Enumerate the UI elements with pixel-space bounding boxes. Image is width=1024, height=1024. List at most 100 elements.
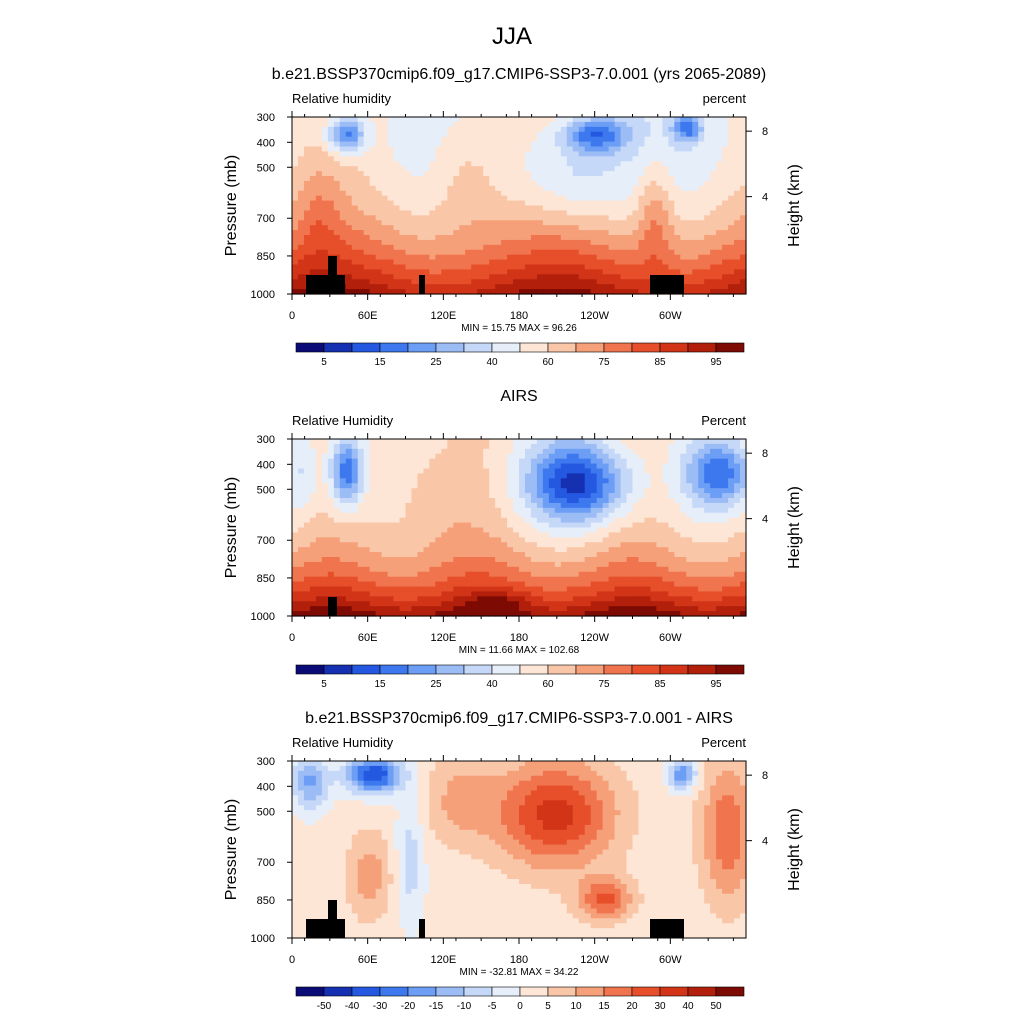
field-cell xyxy=(692,205,699,212)
field-cell xyxy=(566,121,574,128)
field-cell xyxy=(489,161,496,167)
field-cell xyxy=(435,185,442,192)
field-cell xyxy=(351,483,359,489)
field-cell xyxy=(315,269,323,275)
field-cell xyxy=(674,463,681,470)
field-cell xyxy=(357,493,365,499)
field-cell xyxy=(375,463,383,470)
field-cell xyxy=(471,498,478,504)
field-cell xyxy=(423,195,430,202)
field-cell xyxy=(560,239,568,246)
field-cell xyxy=(477,230,484,236)
x-tick-label: 120E xyxy=(430,310,456,322)
field-cell xyxy=(662,239,669,246)
field-cell xyxy=(656,210,663,216)
field-cell xyxy=(369,468,377,475)
field-cell xyxy=(548,131,556,138)
field-cell xyxy=(363,274,371,280)
field-cell xyxy=(363,126,371,133)
colorbar-swatch xyxy=(295,342,325,353)
field-cell xyxy=(596,498,604,504)
field-cell xyxy=(345,195,353,202)
field-cell xyxy=(554,478,562,484)
field-cell xyxy=(417,512,425,519)
field-cell xyxy=(542,264,550,271)
field-cell xyxy=(668,166,675,172)
field-cell xyxy=(471,190,478,197)
field-cell xyxy=(303,215,311,221)
field-cell xyxy=(596,176,604,182)
field-cell xyxy=(519,493,526,499)
field-cell xyxy=(572,439,580,445)
field-cell xyxy=(638,215,646,221)
field-cell xyxy=(381,136,389,143)
field-cell xyxy=(405,566,413,573)
field-cell xyxy=(584,161,592,167)
field-cell xyxy=(692,225,699,231)
field-cell xyxy=(602,230,610,236)
field-cell xyxy=(393,269,401,275)
field-cell xyxy=(453,151,460,157)
field-cell xyxy=(411,532,419,538)
field-cell xyxy=(572,244,580,251)
field-cell xyxy=(519,284,526,290)
field-cell xyxy=(614,557,622,563)
field-cell xyxy=(465,235,472,241)
field-cell xyxy=(489,448,496,455)
field-cell xyxy=(345,463,353,470)
field-cell xyxy=(650,439,657,445)
field-cell xyxy=(578,254,586,261)
field-cell xyxy=(620,483,628,489)
field-cell xyxy=(722,439,729,445)
field-cell xyxy=(321,493,329,499)
field-cell xyxy=(734,225,741,231)
field-cell xyxy=(405,453,413,460)
field-cell xyxy=(656,121,663,128)
field-cell xyxy=(447,136,454,143)
field-cell xyxy=(668,171,675,177)
field-cell xyxy=(345,269,353,275)
field-cell xyxy=(363,561,371,568)
field-cell xyxy=(429,151,436,157)
field-cell xyxy=(513,517,520,524)
field-cell xyxy=(644,176,652,182)
field-cell xyxy=(345,254,353,261)
field-cell xyxy=(345,557,353,563)
field-cell xyxy=(686,210,693,216)
field-cell xyxy=(710,126,717,133)
field-cell xyxy=(321,126,329,133)
field-cell xyxy=(507,200,514,207)
field-cell xyxy=(441,522,448,529)
field-cell xyxy=(459,235,466,241)
field-cell xyxy=(387,190,395,197)
field-cell xyxy=(584,136,592,143)
field-cell xyxy=(489,244,496,251)
field-cell xyxy=(734,239,741,246)
field-cell xyxy=(656,205,663,212)
field-cell xyxy=(429,176,436,182)
field-cell xyxy=(560,126,568,133)
field-cell xyxy=(447,254,454,261)
field-cell xyxy=(674,443,681,450)
field-cell xyxy=(668,517,675,524)
field-cell xyxy=(554,117,562,123)
field-cell xyxy=(614,141,622,148)
field-cell xyxy=(542,439,550,445)
field-cell xyxy=(519,259,526,266)
field-cell xyxy=(387,566,395,573)
field-cell xyxy=(536,557,544,563)
field-cell xyxy=(614,210,622,216)
field-cell xyxy=(740,483,747,489)
field-cell xyxy=(435,537,442,543)
field-cell xyxy=(363,156,371,162)
field-cell xyxy=(530,488,538,494)
field-cell xyxy=(459,195,466,202)
field-cell xyxy=(513,244,520,251)
field-cell xyxy=(471,566,478,573)
field-cell xyxy=(626,117,634,123)
field-cell xyxy=(620,279,628,285)
field-cell xyxy=(530,235,538,241)
field-cell xyxy=(572,473,580,479)
field-cell xyxy=(524,493,532,499)
